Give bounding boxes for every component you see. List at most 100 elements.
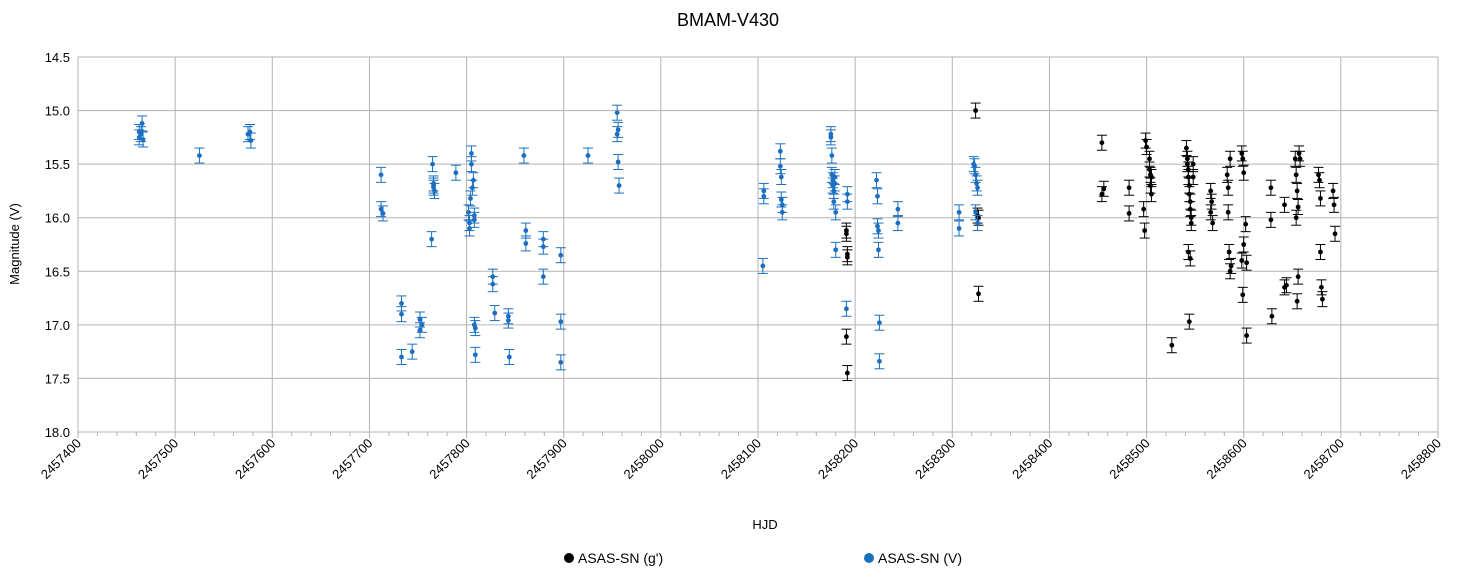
marker [1099,191,1105,197]
marker [540,274,546,280]
data-point [1226,257,1237,274]
x-tick-label: 2458500 [1106,436,1152,482]
data-point [1317,291,1328,308]
marker [1147,156,1152,162]
data-point [1166,337,1177,354]
data-point [1293,199,1304,215]
marker [558,359,564,365]
data-point [825,129,836,146]
marker [615,127,621,133]
marker [1268,185,1274,191]
x-axis-ticks: 2457400 2457500 2457600 2457700 2457800 24579… [38,432,1444,482]
data-point [138,131,149,148]
marker [1101,186,1107,192]
data-points [134,102,1341,382]
legend-marker [864,553,874,563]
data-point [873,222,884,239]
data-point [1223,179,1234,196]
marker [777,163,783,169]
data-point [873,241,884,258]
legend-label: ASAS-SN (g') [578,550,663,566]
marker [1227,156,1233,162]
marker [973,209,978,215]
y-tick-label: 18.0 [45,425,70,440]
data-point [1124,205,1135,222]
marker [429,236,434,242]
marker [1284,282,1289,288]
marker [875,223,880,229]
y-tick-label: 15.0 [45,104,70,119]
marker [1187,256,1193,261]
data-point [1315,190,1326,207]
marker [1190,161,1196,167]
data-point [376,166,387,183]
marker [492,310,498,316]
data-point [1184,313,1195,330]
data-point [583,147,593,164]
data-point [487,276,498,293]
data-point [1188,169,1199,185]
data-point [612,104,623,121]
chart-title: BMAM-V430 [677,10,779,30]
data-point [757,257,768,274]
marker [1142,228,1148,233]
marker [521,153,527,158]
data-point [872,188,883,205]
marker [469,151,474,156]
marker [472,352,478,358]
marker [833,209,839,215]
marker [1318,196,1323,201]
marker [472,325,478,331]
marker [777,148,783,154]
marker [1293,215,1299,221]
marker [558,319,564,325]
marker [1320,296,1325,302]
x-tick-label: 2457400 [38,436,84,482]
data-point [1206,193,1217,210]
marker [1241,170,1247,176]
marker [876,228,881,233]
marker [523,228,529,233]
marker [876,247,881,253]
marker [614,110,620,116]
marker [844,231,849,237]
marker [844,199,850,205]
data-point [613,154,624,170]
marker [1187,206,1193,212]
marker [505,318,511,323]
x-tick-label: 2457700 [329,436,375,482]
legend-label: ASAS-SN (V) [878,550,962,566]
marker [1209,199,1215,205]
marker [844,370,850,376]
data-point [1293,268,1304,285]
marker [540,244,546,250]
marker [956,209,962,215]
data-point [1238,236,1249,253]
data-point [775,143,786,160]
data-point [874,353,885,370]
marker [1239,258,1245,263]
marker [558,252,564,258]
data-point [1315,244,1326,260]
marker [1208,209,1214,215]
data-point [1124,179,1135,196]
marker [1224,172,1230,178]
data-point [1223,204,1234,221]
marker [844,254,850,260]
marker [976,291,981,297]
marker [895,206,901,212]
data-point [842,365,853,382]
data-point [470,346,481,363]
data-point [1205,204,1216,221]
marker [779,209,785,215]
data-point [1241,327,1252,344]
marker [247,129,253,135]
marker [1295,274,1301,280]
y-tick-label: 17.0 [45,318,70,333]
marker [1331,202,1337,208]
marker [1240,292,1246,298]
x-axis-label: HJD [752,517,777,532]
marker [378,172,384,178]
data-point [194,147,205,164]
y-tick-label: 16.0 [45,211,70,226]
